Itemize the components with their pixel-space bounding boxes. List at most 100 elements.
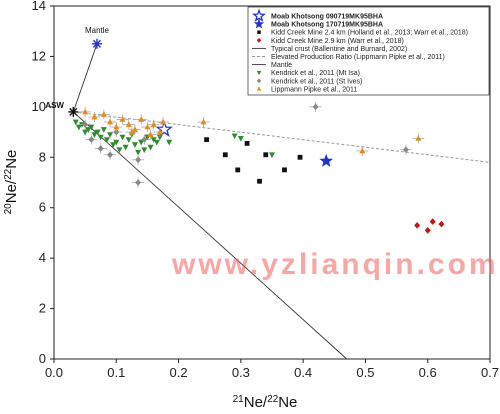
legend-box bbox=[247, 6, 490, 96]
data-point bbox=[97, 134, 104, 141]
legend-entry: Kendrick et al., 2011 (St Ives) bbox=[256, 78, 362, 85]
legend-label: Lippmann Pipke et al., 2011 bbox=[271, 86, 357, 93]
legend-label: Typical crust (Ballentine and Burnard, 2… bbox=[271, 46, 407, 53]
data-point bbox=[107, 151, 114, 159]
y-tick-label: 0 bbox=[39, 351, 46, 366]
data-point bbox=[125, 137, 132, 143]
data-point bbox=[135, 149, 142, 156]
data-point bbox=[131, 142, 138, 148]
data-point bbox=[75, 124, 82, 131]
data-point bbox=[155, 120, 173, 137]
legend-swatch bbox=[253, 18, 265, 29]
data-point bbox=[312, 103, 319, 111]
x-tick-label: 0.1 bbox=[107, 365, 125, 380]
legend-entry: Mantle bbox=[252, 62, 292, 69]
data-point bbox=[231, 133, 238, 140]
y-tick-label: 8 bbox=[39, 149, 46, 164]
legend-label: Kidd Creek Mine 2.9 km (Warr et al., 201… bbox=[271, 38, 404, 45]
data-point bbox=[424, 227, 431, 234]
data-point bbox=[235, 167, 241, 173]
data-point bbox=[319, 153, 333, 167]
data-point bbox=[153, 139, 160, 146]
series-line bbox=[73, 111, 348, 360]
data-point bbox=[269, 152, 275, 159]
data-point bbox=[414, 222, 421, 229]
x-tick-label: 0.6 bbox=[419, 365, 437, 380]
data-point bbox=[119, 116, 126, 122]
data-point bbox=[113, 139, 120, 146]
data-point bbox=[150, 121, 157, 127]
y-tick-label: 12 bbox=[32, 48, 46, 63]
data-point bbox=[160, 118, 166, 125]
data-point bbox=[113, 128, 120, 136]
y-tick-label: 6 bbox=[39, 200, 46, 215]
x-tick-label: 0.3 bbox=[232, 365, 250, 380]
data-point bbox=[91, 113, 98, 120]
data-point bbox=[82, 108, 89, 115]
data-point bbox=[88, 136, 95, 143]
data-points bbox=[72, 101, 445, 234]
legend-swatch bbox=[256, 78, 262, 84]
y-axis: 0 2 4 6 8 10 12 14 bbox=[32, 0, 54, 366]
legend-entry: Elevated Production Ratio (Lippmann Pipk… bbox=[252, 54, 445, 61]
data-point bbox=[91, 132, 98, 138]
legend-label: Moab Khotsong 090719MK95BHA bbox=[271, 14, 383, 21]
data-point bbox=[122, 144, 129, 151]
data-point bbox=[438, 220, 445, 228]
legend-entry: Kidd Creek Mine 2.4 km (Holland et al., … bbox=[257, 30, 468, 37]
data-point bbox=[402, 146, 409, 154]
annotation-label: ASW bbox=[45, 101, 64, 110]
legend-swatch bbox=[252, 8, 266, 22]
data-point bbox=[131, 126, 138, 132]
legend-label: Elevated Production Ratio (Lippmann Pipk… bbox=[271, 54, 445, 61]
annotations: ASW Mantle bbox=[45, 26, 110, 117]
data-point bbox=[97, 145, 104, 152]
legend-entry: Kendrick et al., 2011 (Mt Isa) bbox=[256, 70, 360, 77]
watermark: www.yzlianqin.com bbox=[171, 248, 499, 281]
legend-entry: Lippmann Pipke et al., 2011 bbox=[256, 86, 357, 93]
data-point bbox=[147, 144, 154, 151]
data-point bbox=[415, 135, 422, 141]
data-point bbox=[116, 147, 123, 154]
y-tick-label: 10 bbox=[32, 99, 46, 114]
legend-swatch bbox=[256, 86, 262, 91]
data-point bbox=[144, 123, 151, 130]
data-point bbox=[204, 137, 209, 143]
data-point bbox=[107, 132, 114, 138]
reference-lines bbox=[72, 43, 491, 360]
data-point bbox=[200, 118, 207, 125]
x-axis: 0.0 0.1 0.2 0.3 0.4 0.5 0.6 0.7 bbox=[45, 359, 499, 380]
series-line bbox=[72, 43, 98, 113]
legend-label: Kidd Creek Mine 2.4 km (Holland et al., … bbox=[271, 30, 468, 37]
data-point bbox=[107, 118, 114, 125]
data-point bbox=[110, 142, 117, 148]
data-point bbox=[100, 111, 107, 117]
x-tick-label: 0.5 bbox=[356, 365, 374, 380]
data-point bbox=[135, 156, 142, 164]
data-point bbox=[282, 167, 287, 173]
data-point bbox=[156, 128, 163, 135]
x-tick-label: 0.2 bbox=[170, 365, 188, 380]
y-tick-label: 14 bbox=[32, 0, 46, 13]
data-point bbox=[72, 119, 79, 126]
data-point bbox=[125, 121, 132, 127]
data-point bbox=[85, 127, 92, 133]
data-point bbox=[103, 137, 110, 143]
data-point bbox=[359, 147, 366, 154]
data-point bbox=[237, 135, 244, 142]
data-point bbox=[429, 218, 436, 225]
annotation: Mantle bbox=[85, 26, 110, 49]
legend-label: Mantle bbox=[271, 62, 292, 69]
legend-swatch bbox=[256, 70, 262, 76]
legend-label: Moab Khotsong 170719MK95BHA bbox=[271, 22, 383, 29]
legend-label: Kendrick et al., 2011 (Mt Isa) bbox=[271, 70, 360, 77]
data-point bbox=[128, 128, 135, 135]
data-point bbox=[156, 134, 163, 141]
x-tick-label: 0.4 bbox=[294, 365, 312, 380]
data-point bbox=[113, 123, 120, 130]
legend-label: Kendrick et al., 2011 (St Ives) bbox=[271, 78, 362, 85]
x-tick-label: 0.7 bbox=[481, 365, 499, 380]
legend-swatch bbox=[257, 30, 261, 34]
